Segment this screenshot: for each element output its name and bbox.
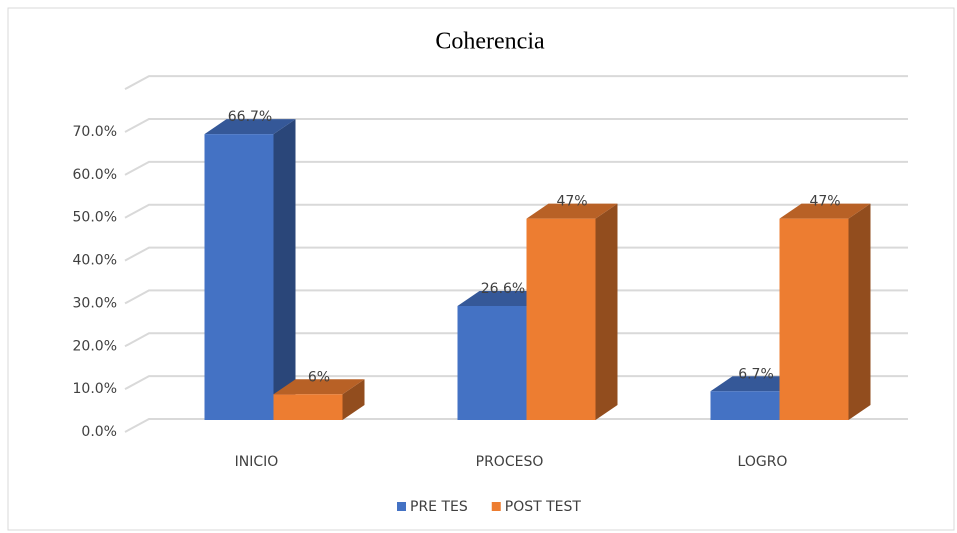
grid-line xyxy=(124,332,908,348)
bar xyxy=(204,119,296,421)
bar-top xyxy=(710,376,802,392)
data-label: 6% xyxy=(308,369,330,385)
bar-top xyxy=(273,379,365,395)
legend-swatch xyxy=(397,502,406,511)
data-label: 6.7% xyxy=(738,366,774,382)
bar-side xyxy=(273,119,296,421)
bar-side xyxy=(342,379,365,420)
bar-front xyxy=(273,394,343,420)
grid-line xyxy=(124,118,908,133)
y-tick-label: 50.0% xyxy=(73,210,117,226)
data-label: 47% xyxy=(809,194,840,210)
bar xyxy=(526,203,618,420)
grid-line xyxy=(124,160,908,176)
bar-side xyxy=(595,203,618,420)
y-tick-label: 30.0% xyxy=(73,295,117,311)
data-label: 66.7% xyxy=(228,109,272,125)
bar-top xyxy=(457,291,549,306)
bar-front xyxy=(457,306,527,420)
grid-line xyxy=(124,418,908,433)
y-tick-label: 60.0% xyxy=(73,167,117,183)
bar-front xyxy=(204,134,274,420)
y-tick-label: 10.0% xyxy=(73,381,117,397)
grid-line xyxy=(124,203,908,219)
legend-swatch xyxy=(491,502,501,511)
y-tick-label: 0.0% xyxy=(81,424,117,440)
y-tick-label: 70.0% xyxy=(73,124,117,140)
bar-front xyxy=(779,218,849,420)
x-tick-label: INICIO xyxy=(235,454,279,470)
bar-top xyxy=(204,119,296,135)
bar-top xyxy=(526,203,618,219)
legend-label: POST TEST xyxy=(505,499,582,515)
data-label: 26.6% xyxy=(481,281,525,297)
grid-line xyxy=(124,75,908,91)
bar-side xyxy=(848,203,871,420)
y-tick-label: 20.0% xyxy=(73,338,117,354)
data-label: 47% xyxy=(556,194,587,210)
y-tick-label: 40.0% xyxy=(73,253,117,269)
bar-front xyxy=(526,218,596,420)
bar-front xyxy=(710,391,780,420)
chart-title: Coherencia xyxy=(435,29,545,55)
grid-line xyxy=(124,289,908,305)
bar-top xyxy=(779,203,871,219)
legend-label: PRE TES xyxy=(410,499,468,515)
x-tick-label: LOGRO xyxy=(738,454,788,470)
bar xyxy=(779,203,871,420)
bar xyxy=(273,379,365,420)
x-tick-label: PROCESO xyxy=(476,454,544,470)
grid-line xyxy=(124,375,908,391)
grid-line xyxy=(124,246,908,262)
